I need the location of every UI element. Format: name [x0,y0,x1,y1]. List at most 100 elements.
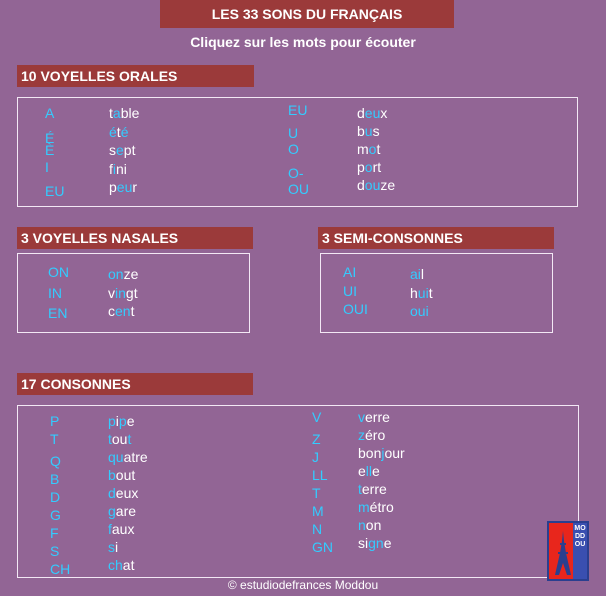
sound-code: G [50,507,61,523]
sound-code: É [45,129,55,146]
example-word-link[interactable]: port [357,159,381,175]
word-fragment: i [115,413,119,429]
word-sound-highlight: en [115,303,131,319]
example-word-link[interactable]: gare [108,503,136,519]
example-word-link[interactable]: non [358,517,381,533]
word-sound-highlight: é [120,123,129,140]
example-word-link[interactable]: deux [108,485,138,501]
sound-code: S [50,543,60,559]
word-sound-highlight: eu [364,105,381,121]
word-sound-highlight: qu [108,449,124,465]
word-fragment: t [109,105,113,121]
word-fragment: h [410,284,418,301]
section-header-consonnes: 17 CONSONNES [17,373,253,395]
example-word-link[interactable]: peur [109,179,137,195]
word-fragment: are [115,503,137,519]
example-word-link[interactable]: mot [357,141,380,157]
moddou-logo[interactable]: MODDOU [547,521,589,581]
word-fragment: ni [116,160,127,177]
example-word-link[interactable]: été [109,124,128,140]
word-sound-highlight: o [364,159,373,175]
sound-code: Z [312,431,321,447]
example-word-link[interactable]: huit [410,285,433,301]
eiffel-tower-icon [555,531,571,575]
example-word-link[interactable]: cent [108,303,134,319]
word-fragment: s [109,142,116,158]
example-word-link[interactable]: métro [358,499,394,515]
example-word-link[interactable]: deux [357,105,387,121]
sound-code: GN [312,539,333,555]
word-fragment: e [383,535,392,551]
sound-code: IN [48,284,62,301]
word-fragment: on [365,517,382,533]
word-fragment: eux [115,485,139,501]
word-sound-highlight: s [108,539,115,555]
word-fragment: pt [123,142,136,158]
example-word-link[interactable]: zéro [358,427,385,443]
sound-code: T [312,485,321,501]
sound-code: B [50,471,60,487]
sound-code: UI [343,282,357,299]
example-word-link[interactable]: vingt [108,285,138,301]
example-word-link[interactable]: tout [108,431,131,447]
example-word-link[interactable]: ail [410,266,424,282]
word-sound-highlight: i [112,160,117,177]
example-word-link[interactable]: bout [108,467,135,483]
word-fragment: ou [111,431,128,447]
word-sound-highlight: v [358,409,365,425]
example-word-link[interactable]: chat [108,557,134,573]
sound-code: T [50,431,59,447]
word-fragment: d [357,105,365,121]
word-sound-highlight: p [108,413,116,429]
sound-code: LL [312,467,328,483]
sound-code: J [312,449,319,465]
word-sound-highlight: t [127,431,132,447]
word-fragment: p [109,179,117,195]
section-header-voyelles-nasales: 3 VOYELLES NASALES [17,227,253,249]
word-sound-highlight: ui [417,284,429,301]
word-sound-highlight: ai [410,266,421,282]
word-sound-highlight: m [358,499,370,515]
word-fragment: c [108,303,115,319]
example-word-link[interactable]: sept [109,142,135,158]
sound-code: OU [288,181,309,197]
sound-code: U [288,125,299,141]
word-sound-highlight: z [358,427,365,443]
example-word-link[interactable]: faux [108,521,134,537]
word-sound-highlight: u [364,123,373,139]
example-word-link[interactable]: bonjour [358,445,405,461]
page-subtitle: Cliquez sur les mots pour écouter [190,34,416,50]
example-word-link[interactable]: quatre [108,449,148,465]
example-word-link[interactable]: oui [410,303,429,319]
example-word-link[interactable]: terre [358,481,387,497]
word-fragment: e [372,463,380,479]
example-word-link[interactable]: fini [109,161,127,177]
word-sound-highlight: ou [364,177,381,193]
example-word-link[interactable]: si [108,539,118,555]
word-fragment: d [357,177,365,193]
word-sound-highlight: d [108,485,116,501]
word-fragment: l [420,266,425,282]
example-word-link[interactable]: signe [358,535,392,551]
word-sound-highlight: a [112,105,121,121]
example-word-link[interactable]: douze [357,177,395,193]
sound-code: OUI [343,301,368,317]
sound-code: AI [343,264,357,280]
copyright-footer: © estudiodefrances Moddou [227,578,379,592]
word-fragment: b [357,123,365,139]
word-fragment: e [126,413,135,429]
example-word-link[interactable]: bus [357,123,380,139]
logo-vertical-text: MODDOU [574,525,586,548]
example-word-link[interactable]: onze [108,266,138,282]
example-word-link[interactable]: table [109,105,139,121]
word-sound-highlight: in [115,284,126,301]
word-fragment: si [358,535,369,551]
example-word-link[interactable]: pipe [108,413,135,429]
word-sound-highlight: gn [368,535,384,551]
example-word-link[interactable]: elle [358,463,380,479]
example-word-link[interactable]: verre [358,409,390,425]
word-fragment: aux [111,521,135,537]
word-sound-highlight: o [368,141,377,157]
sound-code: D [50,489,61,505]
word-fragment: éro [365,427,386,443]
